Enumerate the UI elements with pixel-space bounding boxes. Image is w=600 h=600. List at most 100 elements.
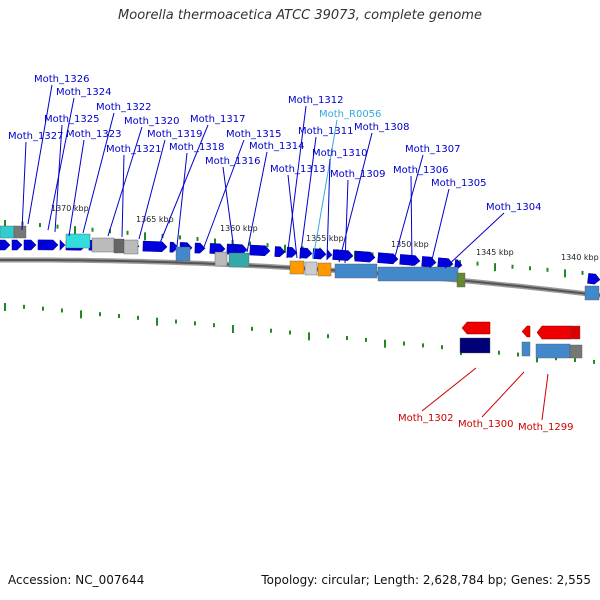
gene-label: Moth_1315 bbox=[226, 129, 281, 140]
gene-label: Moth_1307 bbox=[405, 144, 460, 155]
forward-gene bbox=[249, 244, 271, 257]
gene-label: Moth_1320 bbox=[124, 116, 179, 127]
forward-gene bbox=[0, 239, 11, 251]
gene-label: Moth_1317 bbox=[190, 114, 245, 125]
reverse-gene bbox=[536, 325, 572, 340]
gene-label: Moth_R0056 bbox=[319, 109, 381, 120]
cds-block bbox=[535, 343, 571, 359]
label-leader bbox=[421, 367, 477, 412]
label-leader bbox=[222, 166, 235, 251]
kbp-label: 1340 kbp bbox=[561, 253, 599, 262]
cds-block bbox=[123, 239, 139, 255]
forward-gene bbox=[587, 273, 600, 285]
gene-label: Moth_1321 bbox=[106, 144, 161, 155]
forward-gene bbox=[11, 239, 23, 251]
forward-gene bbox=[437, 257, 454, 269]
label-leader bbox=[444, 212, 505, 269]
kbp-label: 1350 kbp bbox=[391, 240, 429, 249]
gene-label: Moth_1310 bbox=[312, 148, 367, 159]
kbp-label: 1345 kbp bbox=[476, 248, 514, 257]
reverse-gene bbox=[521, 325, 531, 338]
cds-block bbox=[0, 225, 15, 239]
label-leader bbox=[410, 175, 413, 267]
gene-label: Moth_1306 bbox=[393, 165, 448, 176]
label-leader bbox=[287, 174, 298, 259]
forward-gene bbox=[377, 252, 399, 265]
kbp-label: 1355 kbp bbox=[306, 234, 344, 243]
label-leader bbox=[47, 97, 75, 231]
gene-label: Moth_1308 bbox=[354, 122, 409, 133]
label-leader bbox=[176, 152, 188, 247]
label-leader bbox=[312, 119, 338, 260]
cds-block bbox=[569, 325, 581, 340]
label-leader bbox=[121, 154, 125, 238]
cds-block bbox=[228, 252, 250, 268]
cds-block bbox=[289, 260, 305, 275]
forward-gene bbox=[399, 254, 421, 266]
forward-gene bbox=[194, 242, 206, 254]
cds-block bbox=[456, 272, 466, 288]
forward-gene bbox=[23, 239, 37, 251]
label-leader bbox=[299, 136, 317, 260]
gene-label: Moth_1319 bbox=[147, 129, 202, 140]
gene-label: Moth_1322 bbox=[96, 102, 151, 113]
cds-block bbox=[334, 263, 378, 279]
forward-gene bbox=[142, 240, 168, 252]
label-leader bbox=[21, 141, 27, 231]
gene-label: Moth_1300 bbox=[458, 419, 513, 430]
kbp-label: 1370 kbp bbox=[51, 204, 89, 213]
gene-label: Moth_1312 bbox=[288, 95, 343, 106]
genome-title: Moorella thermoacetica ATCC 39073, compl… bbox=[118, 8, 482, 23]
cds-block bbox=[569, 344, 583, 359]
gene-label: Moth_1324 bbox=[56, 87, 111, 98]
kbp-label: 1360 kbp bbox=[220, 224, 258, 233]
forward-gene bbox=[59, 239, 66, 251]
label-leader bbox=[138, 139, 166, 240]
gene-label: Moth_1326 bbox=[34, 74, 89, 85]
gene-label: Moth_1325 bbox=[44, 114, 99, 125]
forward-gene bbox=[299, 247, 313, 259]
label-leader bbox=[541, 373, 549, 421]
label-leader bbox=[338, 132, 373, 263]
cds-block bbox=[175, 246, 191, 262]
label-leader bbox=[246, 151, 268, 253]
label-leader bbox=[392, 154, 424, 265]
kbp-label: 1365 kbp bbox=[136, 215, 174, 224]
cds-block bbox=[304, 261, 318, 276]
gene-label: Moth_1314 bbox=[249, 141, 304, 152]
forward-gene bbox=[354, 250, 376, 263]
cds-block bbox=[521, 341, 531, 357]
gene-label: Moth_1299 bbox=[518, 422, 573, 433]
label-leader bbox=[203, 139, 245, 248]
label-leader bbox=[429, 188, 450, 269]
forward-gene bbox=[274, 246, 286, 258]
forward-gene bbox=[169, 241, 179, 253]
label-leader bbox=[286, 105, 307, 259]
cds-block bbox=[13, 225, 27, 239]
gene-label: Moth_1304 bbox=[486, 202, 541, 213]
forward-gene bbox=[332, 249, 354, 261]
gene-label: Moth_1318 bbox=[169, 142, 224, 153]
topology-text: Topology: circular; Length: 2,628,784 bp… bbox=[261, 573, 591, 587]
gene-label: Moth_1327 bbox=[8, 131, 63, 142]
gene-label: Moth_1313 bbox=[270, 164, 325, 175]
label-leader bbox=[68, 139, 85, 237]
gene-label: Moth_1309 bbox=[330, 169, 385, 180]
label-leader bbox=[326, 158, 331, 261]
label-leader bbox=[54, 124, 63, 233]
cds-block bbox=[377, 266, 459, 282]
cds-block bbox=[113, 238, 125, 254]
reverse-gene bbox=[461, 321, 491, 335]
label-leader bbox=[82, 112, 115, 234]
accession-text: Accession: NC_007644 bbox=[8, 573, 145, 587]
cds-block bbox=[584, 285, 600, 301]
label-leader bbox=[27, 84, 53, 225]
cds-block bbox=[91, 237, 115, 253]
gene-label: Moth_1311 bbox=[298, 126, 353, 137]
cds-block bbox=[214, 251, 228, 267]
forward-gene bbox=[37, 239, 59, 251]
label-leader bbox=[481, 371, 525, 418]
forward-gene bbox=[421, 256, 437, 268]
gene-label: Moth_1323 bbox=[66, 129, 121, 140]
